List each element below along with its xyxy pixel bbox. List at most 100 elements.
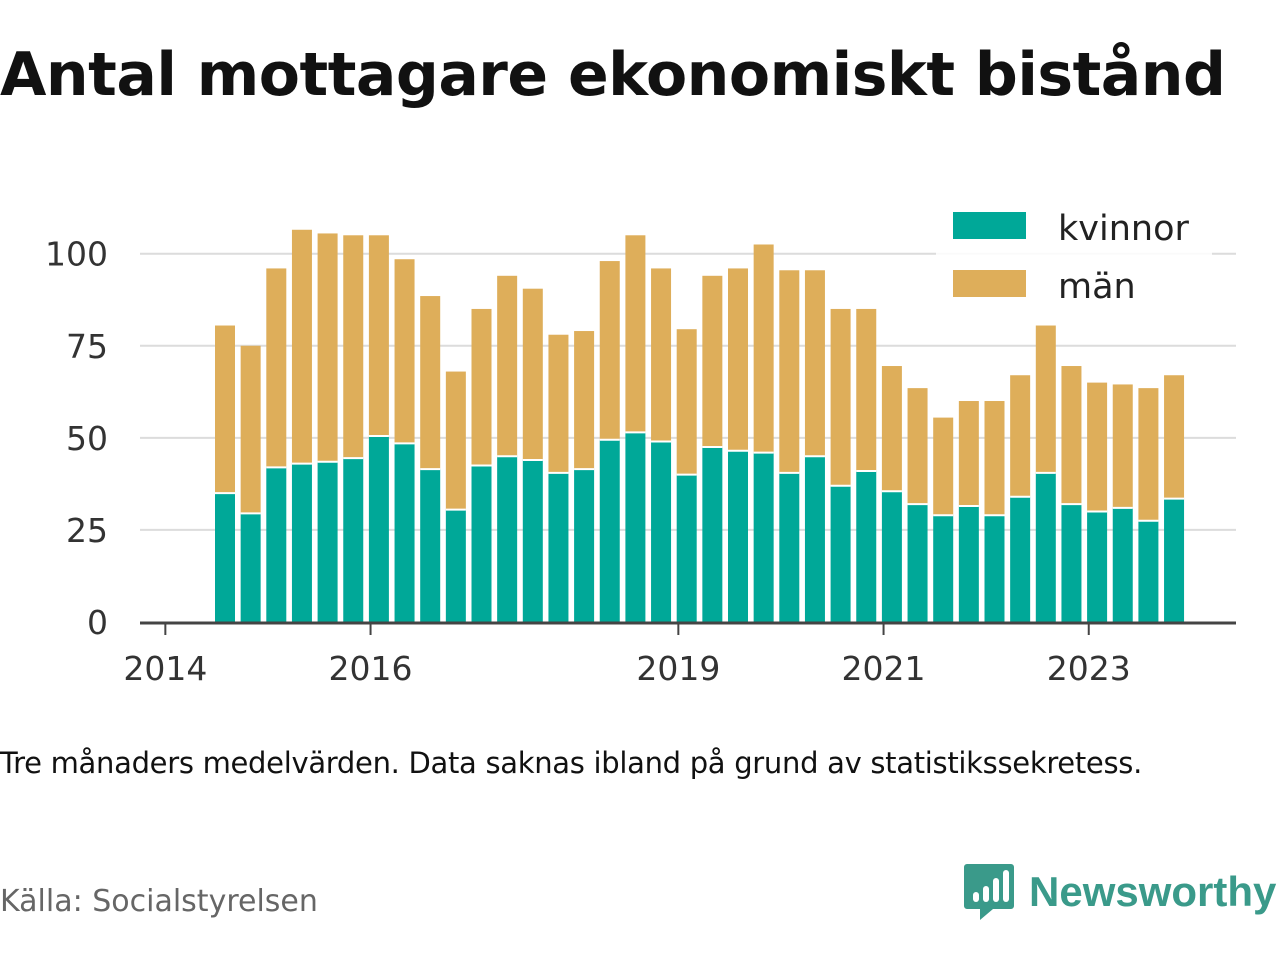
bar-man (651, 268, 672, 442)
bar-kvinnor (497, 456, 518, 622)
x-tick-label: 2021 (842, 649, 926, 688)
y-tick-label: 25 (66, 511, 108, 550)
y-tick-label: 0 (87, 603, 108, 642)
brand-logo: Newsworthy (963, 862, 1276, 922)
x-tick-label: 2023 (1047, 649, 1131, 688)
bar-man (1035, 325, 1056, 473)
bar-man (625, 235, 646, 433)
bar-kvinnor (625, 432, 646, 622)
bar-man (317, 233, 338, 462)
bar-man (343, 235, 364, 459)
bar-man (291, 229, 312, 464)
bar-man (933, 417, 954, 516)
bar-kvinnor (420, 469, 441, 622)
bar-kvinnor (266, 467, 287, 622)
bar-man (984, 401, 1005, 516)
bar-man (394, 259, 415, 444)
x-tick-label: 2014 (123, 649, 207, 688)
bar-kvinnor (317, 461, 338, 622)
bar-man (1061, 366, 1082, 505)
bar-man (215, 325, 235, 494)
bar-kvinnor (1035, 472, 1056, 622)
bar-kvinnor (907, 504, 928, 622)
bar-man (471, 308, 492, 466)
bar-kvinnor (215, 493, 235, 622)
bar-kvinnor (343, 458, 364, 622)
legend-swatch-man (953, 270, 1026, 297)
bar-kvinnor (368, 436, 389, 622)
legend-label-man: män (1058, 267, 1136, 307)
bar-man (907, 388, 928, 505)
bar-kvinnor (651, 441, 672, 622)
bar-man (804, 270, 825, 457)
bar-man (1138, 388, 1159, 521)
bar-man (702, 275, 723, 448)
bar-kvinnor (779, 472, 800, 622)
bar-kvinnor (958, 505, 979, 622)
bar-man (830, 308, 851, 486)
bar-kvinnor (1164, 498, 1185, 622)
y-tick-label: 100 (45, 235, 108, 274)
bar-man (958, 401, 979, 506)
bar-kvinnor (728, 450, 748, 622)
bar-man (445, 371, 466, 510)
bar-kvinnor (881, 491, 902, 622)
bar-kvinnor (522, 459, 543, 622)
legend-swatch-kvinnor (953, 212, 1026, 239)
bar-man (522, 288, 543, 460)
y-tick-label: 75 (66, 327, 108, 366)
bar-man (240, 345, 261, 514)
legend: kvinnor män (936, 200, 1212, 310)
bar-kvinnor (574, 469, 595, 622)
bar-man (728, 268, 748, 451)
axes: 0 25 50 75 100 2014 2016 2019 2021 2023 (45, 235, 1236, 688)
bar-kvinnor (1061, 504, 1082, 622)
bar-man (881, 366, 902, 492)
bar-kvinnor (830, 485, 851, 622)
brand-name: Newsworthy (1029, 868, 1277, 915)
bar-kvinnor (804, 456, 825, 622)
bar-man (368, 235, 389, 437)
bar-kvinnor (291, 463, 312, 622)
source-note: Källa: Socialstyrelsen (0, 884, 318, 919)
bar-man (599, 261, 620, 440)
chart-subtitle: Tre månaders medelvärden. Data saknas ib… (0, 746, 1142, 780)
bar-kvinnor (933, 515, 954, 622)
bars (215, 229, 1185, 622)
bar-kvinnor (753, 452, 774, 622)
bar-man (779, 270, 800, 473)
bar-man (1087, 382, 1108, 512)
bar-man (1010, 375, 1031, 497)
bar-kvinnor (1010, 496, 1031, 622)
chart-title: Antal mottagare ekonomiskt bistånd (0, 40, 1226, 110)
bar-man (1164, 375, 1185, 499)
bar-man (574, 331, 595, 470)
bar-kvinnor (548, 472, 569, 622)
y-tick-label: 50 (66, 419, 108, 458)
bar-kvinnor (702, 447, 723, 622)
bar-man (753, 244, 774, 453)
bar-man (676, 329, 697, 475)
bar-man (266, 268, 287, 468)
newsworthy-chart-bubble-icon (964, 864, 1014, 920)
bar-kvinnor (1087, 511, 1108, 622)
x-tick-label: 2019 (636, 649, 720, 688)
bar-kvinnor (984, 515, 1005, 622)
bar-kvinnor (445, 509, 466, 622)
bar-man (856, 308, 877, 471)
bar-kvinnor (856, 470, 877, 622)
bar-kvinnor (599, 439, 620, 622)
bar-man (420, 296, 441, 470)
bar-kvinnor (1112, 507, 1133, 622)
x-tick-label: 2016 (329, 649, 413, 688)
bar-kvinnor (676, 474, 697, 622)
bar-kvinnor (240, 513, 261, 622)
legend-label-kvinnor: kvinnor (1058, 209, 1189, 249)
bar-man (1112, 384, 1133, 508)
bar-man (548, 334, 569, 473)
bar-man (497, 275, 518, 457)
bar-kvinnor (394, 443, 415, 622)
bar-kvinnor (471, 465, 492, 622)
stacked-bar-chart: 0 25 50 75 100 2014 2016 2019 2021 2023 kvinnor m… (45, 200, 1236, 688)
bar-kvinnor (1138, 520, 1159, 622)
